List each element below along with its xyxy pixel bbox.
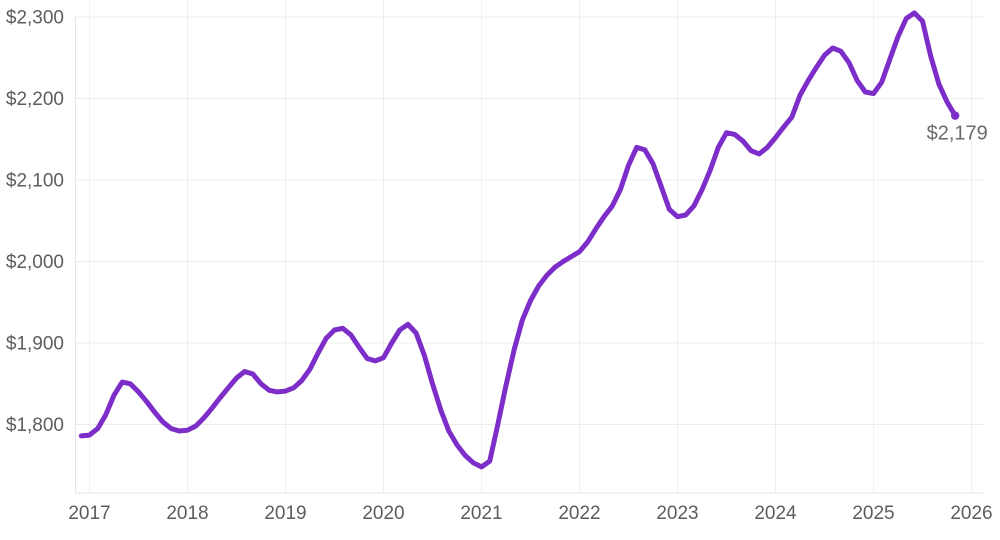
- y-tick-label: $2,000: [6, 252, 64, 273]
- plot-frame: [75, 17, 985, 494]
- vertical-gridlines: [89, 0, 972, 493]
- end-value-label: $2,179: [927, 123, 988, 145]
- y-tick-label: $1,800: [6, 415, 64, 436]
- x-tick-label: 2025: [852, 503, 894, 524]
- y-tick-label: $2,200: [6, 89, 64, 110]
- x-tick-label: 2026: [950, 503, 992, 524]
- x-tick-label: 2018: [166, 503, 208, 524]
- y-tick-label: $1,900: [6, 334, 64, 355]
- series-line: [78, 10, 958, 470]
- x-tick-label: 2022: [558, 503, 600, 524]
- x-tick-label: 2020: [362, 503, 404, 524]
- x-axis-tick-labels: 2017 2018 2019 2020 2021 2022 2023 2024 2025 2026: [68, 503, 992, 524]
- y-tick-label: $2,100: [6, 171, 64, 192]
- x-tick-label: 2024: [754, 503, 797, 524]
- x-tick-label: 2019: [264, 503, 306, 524]
- x-tick-label: 2021: [460, 503, 502, 524]
- y-axis-tick-labels: $1,800 $1,900 $2,000 $2,100 $2,200 $2,300: [6, 8, 64, 437]
- x-tick-label: 2023: [656, 503, 698, 524]
- y-tick-label: $2,300: [6, 8, 64, 29]
- horizontal-gridlines: [75, 16, 985, 425]
- end-point-marker: [950, 111, 960, 120]
- x-tick-label: 2017: [68, 503, 110, 524]
